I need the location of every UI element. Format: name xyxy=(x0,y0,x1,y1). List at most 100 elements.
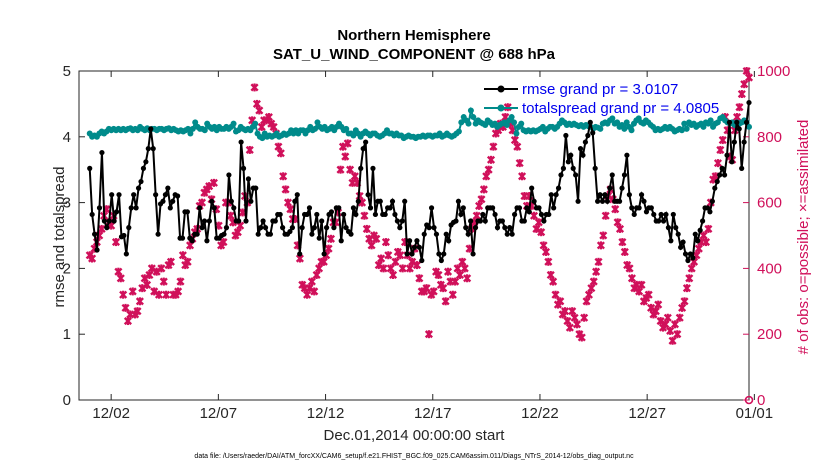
obs-point xyxy=(673,330,682,339)
obs-point xyxy=(441,297,450,306)
rmse-point xyxy=(101,218,107,224)
rmse-point xyxy=(685,257,691,264)
legend-spread-marker xyxy=(497,104,505,112)
rmse-point xyxy=(490,205,496,211)
rmse-point xyxy=(509,231,515,237)
obs-point xyxy=(128,287,137,296)
rmse-point xyxy=(714,178,720,185)
obs-point xyxy=(716,145,725,155)
rmse-point xyxy=(197,205,203,211)
rmse-point xyxy=(292,198,298,204)
obs-point xyxy=(343,139,352,148)
rmse-point xyxy=(460,205,466,211)
obs-point xyxy=(625,264,634,273)
obs-point xyxy=(479,185,488,194)
totalspread-point xyxy=(623,119,630,126)
rmse-point xyxy=(126,225,132,231)
rmse-point xyxy=(697,227,703,233)
rmse-point xyxy=(248,198,254,204)
rmse-point xyxy=(721,172,728,178)
rmse-point xyxy=(516,205,523,211)
legend: rmse grand pr = 3.0107 totalspread grand… xyxy=(484,81,719,117)
rmse-point xyxy=(680,239,686,245)
rmse-point xyxy=(360,146,366,152)
y-right-tick-label: 0 xyxy=(757,392,765,409)
rmse-point xyxy=(636,205,642,211)
obs-point xyxy=(537,228,546,237)
obs-point xyxy=(159,277,168,286)
obs-point xyxy=(620,247,629,256)
totalspread-point xyxy=(252,120,259,127)
rmse-point xyxy=(660,218,667,224)
obs-point xyxy=(544,257,553,266)
totalspread-point xyxy=(350,132,357,139)
rmse-point xyxy=(624,152,630,158)
x-tick-label: 12/22 xyxy=(521,405,559,422)
rmse-point xyxy=(153,192,159,198)
obs-point xyxy=(381,238,390,247)
rmse-point xyxy=(194,231,200,237)
rmse-point xyxy=(582,139,589,145)
obs-point xyxy=(377,254,386,263)
rmse-point xyxy=(573,172,579,178)
obs-point xyxy=(615,224,625,233)
rmse-point xyxy=(729,159,735,165)
obs-point xyxy=(637,280,646,289)
obs-point xyxy=(219,238,228,247)
obs-point xyxy=(157,264,166,273)
series-layer xyxy=(85,66,754,405)
rmse-point xyxy=(411,244,418,250)
obs-point xyxy=(680,297,689,306)
rmse-point xyxy=(343,225,349,231)
rmse-point xyxy=(277,211,283,218)
rmse-point xyxy=(575,198,581,204)
rmse-point xyxy=(416,244,422,250)
obs-point xyxy=(472,211,481,220)
rmse-point xyxy=(253,185,259,191)
obs-point xyxy=(341,152,350,161)
rmse-point xyxy=(656,218,662,224)
obs-point xyxy=(255,106,264,115)
obs-point xyxy=(718,136,727,145)
x-tick-label: 12/12 xyxy=(307,405,345,422)
rmse-point xyxy=(382,211,388,218)
obs-possible-marker xyxy=(744,395,754,405)
obs-point xyxy=(111,238,121,247)
obs-point xyxy=(484,165,493,174)
obs-point xyxy=(580,313,589,322)
totalspread-point xyxy=(508,114,515,121)
x-axis-label: Dec.01,2014 00:00:00 start xyxy=(324,427,506,444)
rmse-point xyxy=(331,225,337,231)
legend-rmse-marker xyxy=(497,85,505,93)
rmse-point xyxy=(211,205,217,211)
rmse-point xyxy=(712,185,718,191)
obs-point xyxy=(346,165,355,174)
obs-point xyxy=(654,300,663,309)
rmse-point xyxy=(739,165,745,171)
rmse-point xyxy=(267,231,274,237)
y-right-tick-label: 800 xyxy=(757,129,782,146)
y-right-tick-label: 1000 xyxy=(757,63,790,80)
rmse-point xyxy=(170,198,176,204)
legend-rmse-label: rmse grand pr = 3.0107 xyxy=(522,81,678,98)
series-rmse xyxy=(87,99,752,264)
rmse-point xyxy=(541,218,547,224)
rmse-point xyxy=(453,218,459,224)
obs-point xyxy=(682,284,691,293)
rmse-point xyxy=(155,231,161,237)
rmse-point xyxy=(531,198,537,204)
rmse-point xyxy=(511,211,518,218)
rmse-point xyxy=(536,205,542,211)
rmse-point xyxy=(551,205,557,211)
rmse-point xyxy=(592,165,598,171)
rmse-point xyxy=(665,225,672,231)
rmse-point xyxy=(731,139,737,145)
rmse-point xyxy=(255,231,261,237)
rmse-point xyxy=(323,225,330,231)
obs-point xyxy=(121,303,130,312)
rmse-point xyxy=(272,218,278,224)
totalspread-point xyxy=(465,120,472,127)
rmse-point xyxy=(240,165,247,171)
rmse-point xyxy=(311,225,317,231)
obs-point xyxy=(685,274,694,283)
